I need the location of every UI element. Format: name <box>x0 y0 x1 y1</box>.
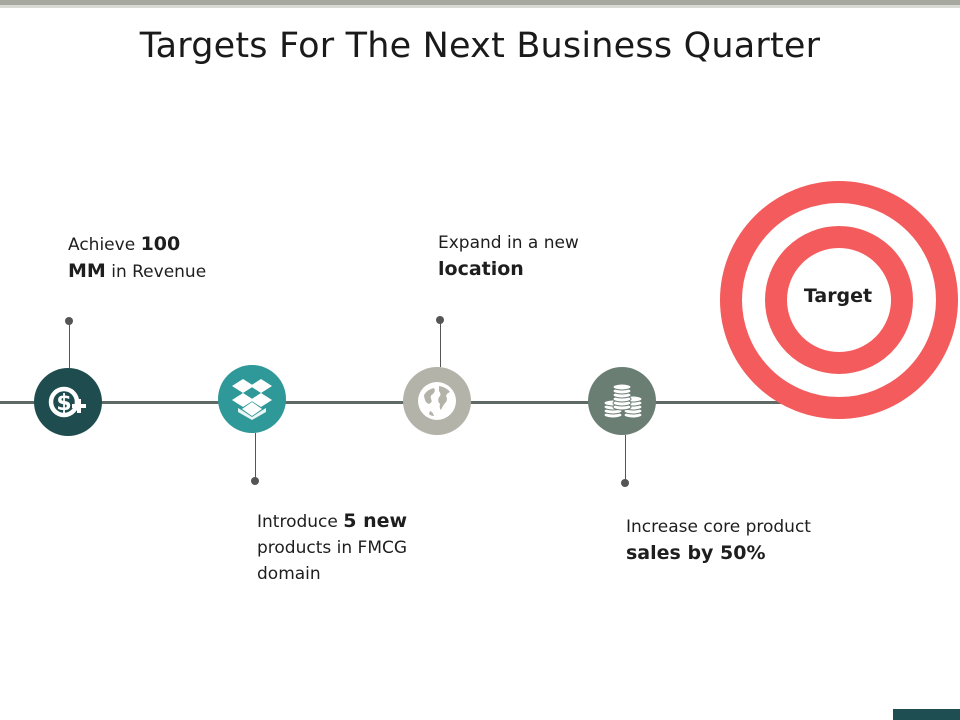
milestone-4-line2-bold: sales by 50% <box>626 542 766 564</box>
milestone-2-line2: products in FMCG <box>257 538 408 558</box>
milestone-3-connector <box>440 320 441 367</box>
dollar-plus-icon: $ <box>48 386 86 418</box>
milestone-1-text: Achieve 100 MM in Revenue <box>68 231 268 285</box>
milestone-4-node <box>588 367 656 435</box>
top-border <box>0 0 960 5</box>
milestone-4-connector-dot <box>621 479 629 487</box>
milestone-2-node <box>218 365 286 433</box>
target-label: Target <box>803 285 873 307</box>
milestone-3-node <box>403 367 471 435</box>
timeline-line <box>0 401 800 404</box>
milestone-4-line1: Increase core product <box>626 517 811 537</box>
milestone-2-connector-dot <box>251 477 259 485</box>
milestone-2-line3: domain <box>257 564 321 584</box>
milestone-1-line2-post: in Revenue <box>105 262 207 282</box>
globe-icon <box>418 382 456 420</box>
slide-title: Targets For The Next Business Quarter <box>139 26 821 66</box>
top-border-accent <box>0 5 960 8</box>
corner-accent-tab <box>893 709 960 720</box>
milestone-1-node: $ <box>34 368 102 436</box>
milestone-3-line1: Expand in a new <box>438 233 579 253</box>
milestone-1-line1-pre: Achieve <box>68 235 141 255</box>
milestone-2-line1-bold: 5 new <box>343 510 408 532</box>
coins-icon <box>603 383 643 419</box>
milestone-2-line1-pre: Introduce <box>257 512 344 532</box>
milestone-1-line1-bold: 100 <box>140 233 181 255</box>
milestone-3-line2-bold: location <box>438 258 524 280</box>
svg-text:$: $ <box>56 391 71 416</box>
target-icon <box>720 181 958 419</box>
dropbox-icon <box>232 379 272 420</box>
milestone-3-text: Expand in a new location <box>438 230 638 283</box>
milestone-2-connector <box>255 433 256 480</box>
milestone-2-text: Introduce 5 new products in FMCG domain <box>257 508 477 587</box>
milestone-1-line2-bold: MM <box>68 260 106 282</box>
milestone-1-connector <box>69 321 70 369</box>
milestone-4-text: Increase core product sales by 50% <box>626 514 886 567</box>
milestone-4-connector <box>625 435 626 483</box>
